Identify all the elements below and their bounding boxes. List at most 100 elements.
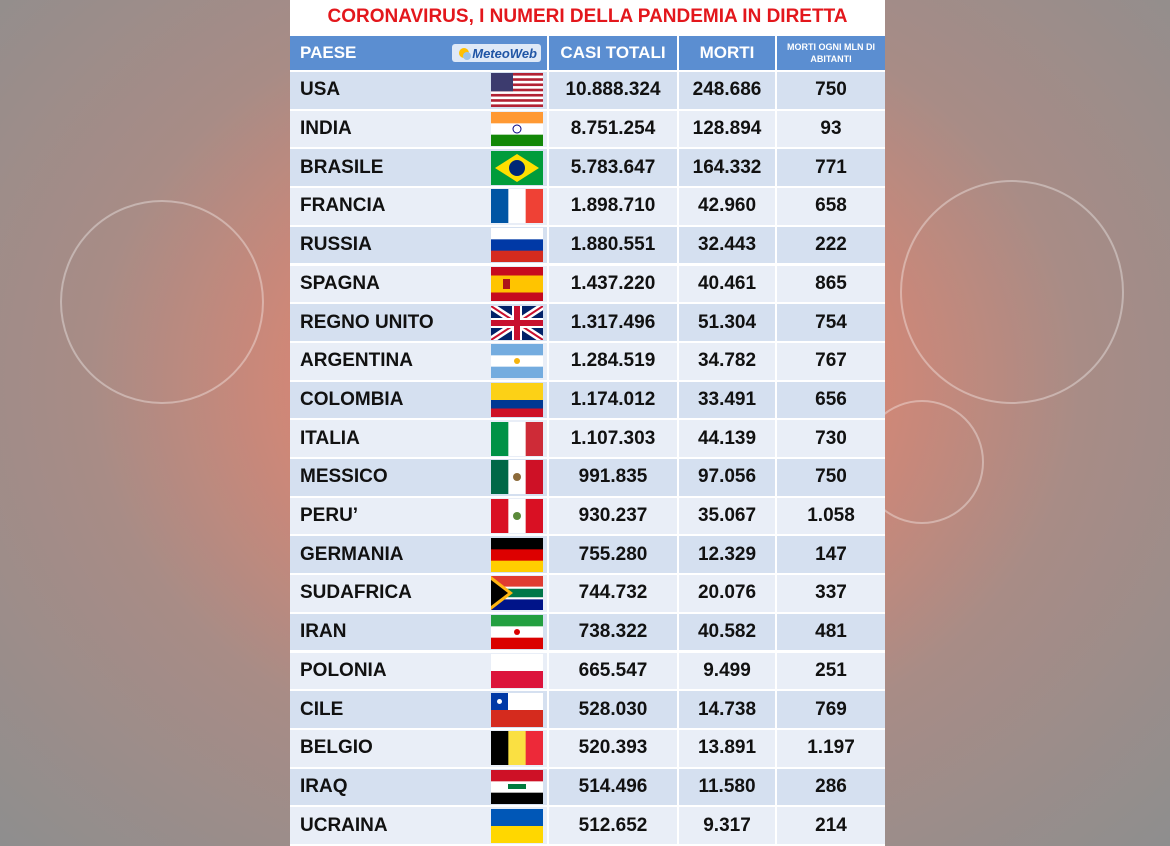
flag-part xyxy=(491,73,543,77)
flag-part xyxy=(491,78,543,82)
flag-part xyxy=(491,580,508,607)
table-row: BELGIO 520.393 13.891 1.197 xyxy=(290,729,885,767)
table-row: RUSSIA 1.880.551 32.443 222 xyxy=(290,226,885,264)
table-cell: 20.076 xyxy=(679,575,775,612)
country-name: SUDAFRICA xyxy=(300,582,412,604)
table-cell: 520.393 xyxy=(549,729,677,767)
table-row: PERU’ 930.237 35.067 1.058 xyxy=(290,497,885,535)
table-cell: 34.782 xyxy=(679,342,775,380)
cell-value: 750 xyxy=(815,466,847,488)
table-cell: 744.732 xyxy=(549,575,677,612)
table-cell: ITALIA xyxy=(290,420,547,457)
table-cell: SPAGNA xyxy=(290,265,547,303)
flag-part xyxy=(491,99,543,103)
flag-part xyxy=(491,104,543,108)
cell-value: 767 xyxy=(815,350,847,372)
table-cell: INDIA xyxy=(290,110,547,148)
flag-part xyxy=(508,189,527,224)
country-name: BRASILE xyxy=(300,156,384,178)
table-cell: 8.751.254 xyxy=(549,110,677,148)
flag-part xyxy=(512,124,522,134)
flag-part xyxy=(525,499,543,534)
table-cell: REGNO UNITO xyxy=(290,304,547,341)
flag-part xyxy=(491,731,509,766)
flag xyxy=(491,769,543,804)
table-cell: 33.491 xyxy=(679,381,775,419)
cell-value: 251 xyxy=(815,659,847,681)
flag-part xyxy=(491,189,509,224)
table-cell: 14.738 xyxy=(679,691,775,728)
table-cell: 13.891 xyxy=(679,729,775,767)
table-row: ITALIA 1.107.303 44.139 730 xyxy=(290,420,885,457)
decoration xyxy=(60,200,264,404)
table-cell: IRAQ xyxy=(290,768,547,806)
country-name: COLOMBIA xyxy=(300,388,404,410)
flag-part xyxy=(491,576,543,588)
cell-value: 147 xyxy=(815,543,847,565)
country-name: PERU’ xyxy=(300,505,359,527)
table-cell: 286 xyxy=(777,768,885,806)
flag-part xyxy=(491,275,543,293)
flag-part xyxy=(491,399,543,409)
flag-part xyxy=(508,421,527,456)
table-cell: 42.960 xyxy=(679,188,775,225)
cell-value: 222 xyxy=(815,234,847,256)
cell-value: 337 xyxy=(815,582,847,604)
cell-value: 10.888.324 xyxy=(565,79,661,101)
table-cell: 481 xyxy=(777,613,885,651)
flag xyxy=(491,189,543,224)
flag-part xyxy=(491,86,543,90)
table-row: ARGENTINA 1.284.519 34.782 767 xyxy=(290,342,885,380)
flag-part xyxy=(525,189,543,224)
cell-value: 730 xyxy=(815,427,847,449)
table-sheet: CORONAVIRUS, I NUMERI DELLA PANDEMIA IN … xyxy=(290,0,885,846)
flag-part xyxy=(491,81,543,85)
table-cell: 1.197 xyxy=(777,729,885,767)
table-row: USA 10.888.324 248.686 750 xyxy=(290,72,885,109)
cell-value: 930.237 xyxy=(578,505,648,527)
country-name: IRAQ xyxy=(300,775,348,797)
flag-part xyxy=(491,421,509,456)
table-cell: POLONIA xyxy=(290,652,547,690)
table-cell: CILE xyxy=(290,691,547,728)
table-row: CILE 528.030 14.738 769 xyxy=(290,691,885,728)
cell-value: 658 xyxy=(815,195,847,217)
cell-value: 991.835 xyxy=(578,466,648,488)
table-cell: 214 xyxy=(777,807,885,844)
cell-value: 248.686 xyxy=(692,79,762,101)
cell-value: 9.317 xyxy=(703,814,751,836)
country-name: GERMANIA xyxy=(300,543,404,565)
table-cell: 738.322 xyxy=(549,613,677,651)
cell-value: 771 xyxy=(815,156,847,178)
logo-text: MeteoWeb xyxy=(472,45,537,61)
table-cell: 12.329 xyxy=(679,536,775,574)
country-name: ARGENTINA xyxy=(300,350,413,372)
cell-value: 35.067 xyxy=(697,505,757,527)
table-cell: PERU’ xyxy=(290,497,547,535)
flag xyxy=(491,653,543,688)
flag-part xyxy=(491,228,543,240)
flag-part xyxy=(491,670,543,688)
cell-value: 44.139 xyxy=(697,427,757,449)
cell-value: 1.174.012 xyxy=(570,388,656,410)
cell-value: 1.284.519 xyxy=(570,350,656,372)
cell-value: 865 xyxy=(815,272,847,294)
table-cell: 35.067 xyxy=(679,497,775,535)
flag-part xyxy=(514,629,520,636)
table-cell: UCRAINA xyxy=(290,807,547,844)
cell-value: 12.329 xyxy=(697,543,757,565)
flag-part xyxy=(525,460,543,495)
table-row: FRANCIA 1.898.710 42.960 658 xyxy=(290,188,885,225)
table-cell: 528.030 xyxy=(549,691,677,728)
table-cell: 512.652 xyxy=(549,807,677,844)
logo: MeteoWeb xyxy=(452,44,541,62)
cell-value: 33.491 xyxy=(697,388,757,410)
flag-part xyxy=(525,731,543,766)
cell-value: 755.280 xyxy=(578,543,648,565)
table-cell: 754 xyxy=(777,304,885,341)
country-name: INDIA xyxy=(300,118,352,140)
flag-part xyxy=(491,560,543,572)
flag xyxy=(491,112,543,147)
flag xyxy=(491,266,543,301)
table-cell: 40.461 xyxy=(679,265,775,303)
